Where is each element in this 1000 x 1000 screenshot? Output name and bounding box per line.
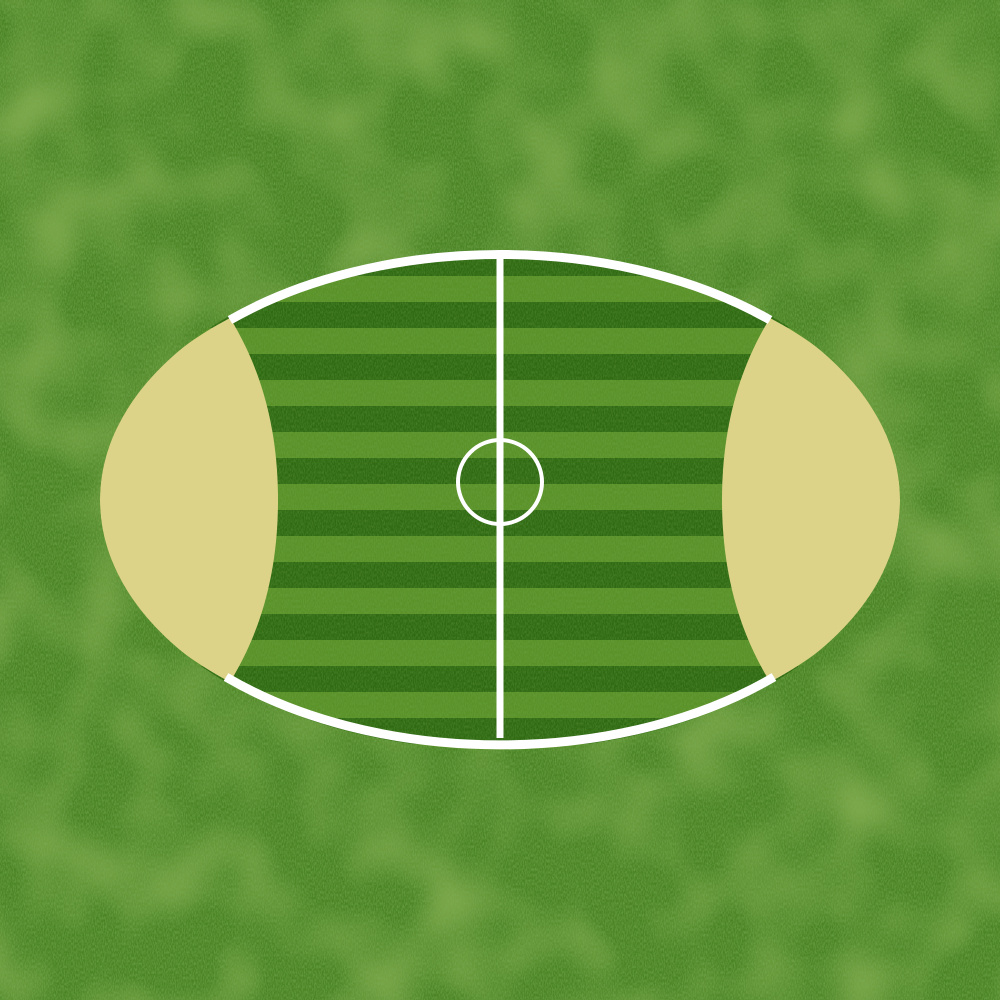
boundary-line-bottom — [223, 673, 777, 750]
center-circle — [456, 438, 544, 526]
end-zone-right — [722, 318, 900, 682]
field-markings — [223, 249, 777, 750]
end-zone-left — [100, 318, 278, 682]
